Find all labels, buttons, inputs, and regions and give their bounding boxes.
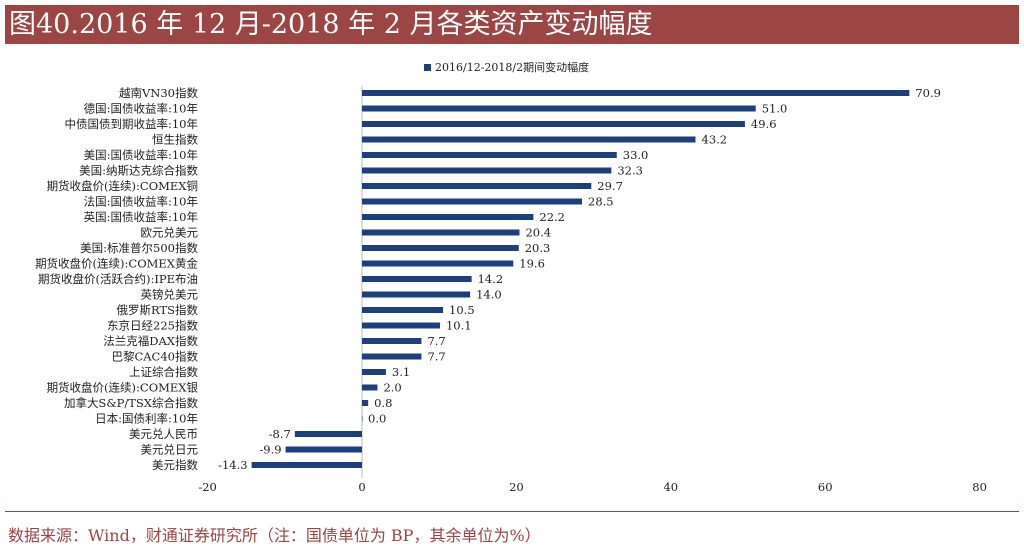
category-label: 日本:国债利率:10年 xyxy=(95,412,198,426)
data-label: 3.1 xyxy=(392,365,410,379)
divider xyxy=(5,511,1019,512)
data-label: -9.9 xyxy=(259,443,281,457)
category-label: 期货收盘价(连续):COMEX铜 xyxy=(47,179,198,193)
x-tick-label: -20 xyxy=(198,480,217,494)
data-label: -8.7 xyxy=(269,427,291,441)
category-label: 法兰克福DAX指数 xyxy=(103,334,198,348)
category-label: 美国:国债收益率:10年 xyxy=(84,148,198,162)
bar xyxy=(251,462,362,468)
data-label: 2.0 xyxy=(383,381,401,395)
category-label: 欧元兑美元 xyxy=(141,226,199,240)
bar xyxy=(362,105,756,112)
bar xyxy=(362,291,471,298)
category-label: 英国:国债收益率:10年 xyxy=(84,210,198,224)
bar xyxy=(362,198,583,205)
bar xyxy=(285,446,362,453)
bar xyxy=(362,415,363,422)
bar xyxy=(294,431,362,437)
x-tick-label: 80 xyxy=(972,480,987,494)
category-label: 俄罗斯RTS指数 xyxy=(116,303,198,317)
category-label: 加拿大S&P/TSX综合指数 xyxy=(64,396,198,410)
bar xyxy=(362,121,745,127)
category-label: 恒生指数 xyxy=(152,133,198,147)
bar xyxy=(362,353,422,360)
data-label: 10.1 xyxy=(446,319,472,333)
data-label: 20.3 xyxy=(525,241,551,255)
x-tick-label: 60 xyxy=(818,480,833,494)
bar xyxy=(362,229,520,236)
data-label: 0.0 xyxy=(368,412,386,426)
bar xyxy=(362,384,378,391)
bar xyxy=(362,322,440,329)
x-tick-label: 40 xyxy=(663,480,678,494)
bar xyxy=(362,276,472,282)
category-label: 巴黎CAC40指数 xyxy=(111,350,198,364)
bar xyxy=(362,245,519,251)
data-label: 49.6 xyxy=(751,117,777,131)
category-label: 美元兑人民币 xyxy=(129,427,198,441)
category-label: 美国:纳斯达克综合指数 xyxy=(79,164,198,178)
category-label: 越南VN30指数 xyxy=(119,86,199,100)
category-label: 东京日经225指数 xyxy=(107,319,198,333)
category-label: 美国:标准普尔500指数 xyxy=(80,241,198,255)
data-label: 51.0 xyxy=(762,102,788,116)
category-label: 德国:国债收益率:10年 xyxy=(84,102,198,116)
data-label: 7.7 xyxy=(427,334,445,348)
legend-swatch xyxy=(424,64,431,71)
data-label: 43.2 xyxy=(702,133,728,147)
data-label: 14.2 xyxy=(478,272,504,286)
bar xyxy=(362,90,910,96)
bar xyxy=(362,214,534,220)
source-note: 数据来源：Wind，财通证券研究所（注：国债单位为 BP，其余单位为%） xyxy=(8,526,541,545)
data-label: 10.5 xyxy=(449,303,475,317)
bar xyxy=(362,369,386,375)
category-label: 期货收盘价(连续):COMEX银 xyxy=(47,381,199,395)
data-label: 70.9 xyxy=(915,86,941,100)
bar xyxy=(362,152,617,158)
bar xyxy=(362,136,696,143)
bar xyxy=(362,167,612,174)
data-label: 19.6 xyxy=(519,257,545,271)
category-label: 期货收盘价(连续):COMEX黄金 xyxy=(35,257,198,271)
data-label: 29.7 xyxy=(597,179,623,193)
category-label: 美元指数 xyxy=(152,458,198,472)
data-label: 32.3 xyxy=(617,164,643,178)
bar xyxy=(362,183,592,189)
bar xyxy=(362,260,514,267)
data-label: 14.0 xyxy=(476,288,502,302)
legend-label: 2016/12-2018/2期间变动幅度 xyxy=(435,60,589,74)
bar xyxy=(362,400,369,406)
x-tick-label: 20 xyxy=(509,480,524,494)
category-label: 英镑兑美元 xyxy=(141,288,199,302)
data-label: 0.8 xyxy=(374,396,392,410)
category-label: 美元兑日元 xyxy=(141,443,199,457)
figure-title: 图40.2016 年 12 月-2018 年 2 月各类资产变动幅度 xyxy=(5,5,1019,44)
data-label: 22.2 xyxy=(539,210,565,224)
x-tick-label: 0 xyxy=(358,480,365,494)
data-label: 7.7 xyxy=(427,350,445,364)
category-label: 上证综合指数 xyxy=(129,365,198,379)
category-label: 期货收盘价(活跃合约):IPE布油 xyxy=(38,272,198,286)
data-label: -14.3 xyxy=(218,458,248,472)
category-label: 法国:国债收益率:10年 xyxy=(84,195,198,209)
category-label: 中债国债到期收益率:10年 xyxy=(64,117,198,131)
data-label: 28.5 xyxy=(588,195,614,209)
data-label: 33.0 xyxy=(623,148,649,162)
data-label: 20.4 xyxy=(525,226,551,240)
bar xyxy=(362,307,444,313)
bar xyxy=(362,338,422,344)
